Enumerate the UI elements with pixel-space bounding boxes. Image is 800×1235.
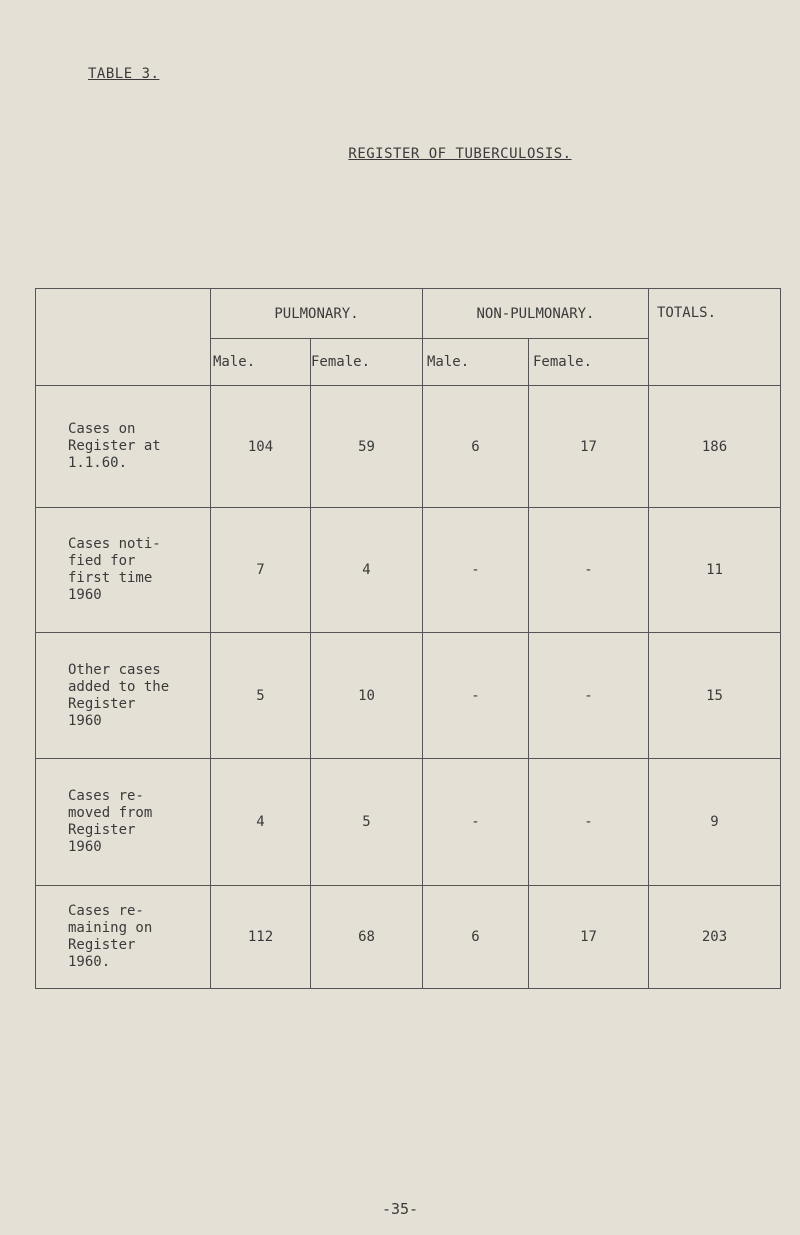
pulmonary-female-cell: 10 <box>310 632 423 759</box>
total-cell: 11 <box>648 507 781 633</box>
non-pulmonary-female-cell: 17 <box>528 885 649 989</box>
non-pulmonary-male-cell: - <box>422 758 529 886</box>
corner-cell <box>35 288 211 386</box>
non-pulmonary-female-cell: - <box>528 632 649 759</box>
header-totals: TOTALS. <box>648 288 781 386</box>
header-non-pulmonary-female: Female. <box>528 338 649 386</box>
non-pulmonary-male-cell: 6 <box>422 885 529 989</box>
non-pulmonary-female-cell: - <box>528 758 649 886</box>
header-pulmonary-female: Female. <box>310 338 423 386</box>
header-non-pulmonary-male: Male. <box>422 338 529 386</box>
pulmonary-female-cell: 68 <box>310 885 423 989</box>
table-row: Cases re- maining on Register 1960. 112 68… <box>35 885 781 989</box>
non-pulmonary-male-cell: - <box>422 632 529 759</box>
table-label: TABLE 3. <box>88 66 160 82</box>
total-cell: 15 <box>648 632 781 759</box>
non-pulmonary-male-cell: 6 <box>422 385 529 508</box>
pulmonary-male-cell: 112 <box>210 885 311 989</box>
pulmonary-female-cell: 59 <box>310 385 423 508</box>
pulmonary-male-cell: 7 <box>210 507 311 633</box>
total-cell: 203 <box>648 885 781 989</box>
pulmonary-male-cell: 4 <box>210 758 311 886</box>
header-pulmonary-male: Male. <box>210 338 311 386</box>
non-pulmonary-male-cell: - <box>422 507 529 633</box>
table-row: Cases on Register at 1.1.60. 104 59 6 17 186 <box>35 385 781 508</box>
table-row: Cases re- moved from Register 1960 4 5- -9 <box>35 758 781 886</box>
pulmonary-male-cell: 5 <box>210 632 311 759</box>
pulmonary-female-cell: 4 <box>310 507 423 633</box>
row-label: Cases re- moved from Register 1960 <box>35 758 211 886</box>
table-row: Cases noti- fied for first time 1960 7 4- -… <box>35 507 781 633</box>
pulmonary-male-cell: 104 <box>210 385 311 508</box>
total-cell: 9 <box>648 758 781 886</box>
total-cell: 186 <box>648 385 781 508</box>
tuberculosis-register-table: PULMONARY. NON-PULMONARY. TOTALS. Male. … <box>35 288 781 989</box>
page-number: -35- <box>381 1200 419 1218</box>
non-pulmonary-female-cell: - <box>528 507 649 633</box>
row-label: Cases on Register at 1.1.60. <box>35 385 211 508</box>
row-label: Cases noti- fied for first time 1960 <box>35 507 211 633</box>
row-label: Other cases added to the Register 1960 <box>35 632 211 759</box>
table-row: Other cases added to the Register 1960 5 1… <box>35 632 781 759</box>
non-pulmonary-female-cell: 17 <box>528 385 649 508</box>
document-title: REGISTER OF TUBERCULOSIS. <box>348 146 572 162</box>
header-pulmonary: PULMONARY. <box>210 288 423 339</box>
row-label: Cases re- maining on Register 1960. <box>35 885 211 989</box>
pulmonary-female-cell: 5 <box>310 758 423 886</box>
header-non-pulmonary: NON-PULMONARY. <box>422 288 649 339</box>
